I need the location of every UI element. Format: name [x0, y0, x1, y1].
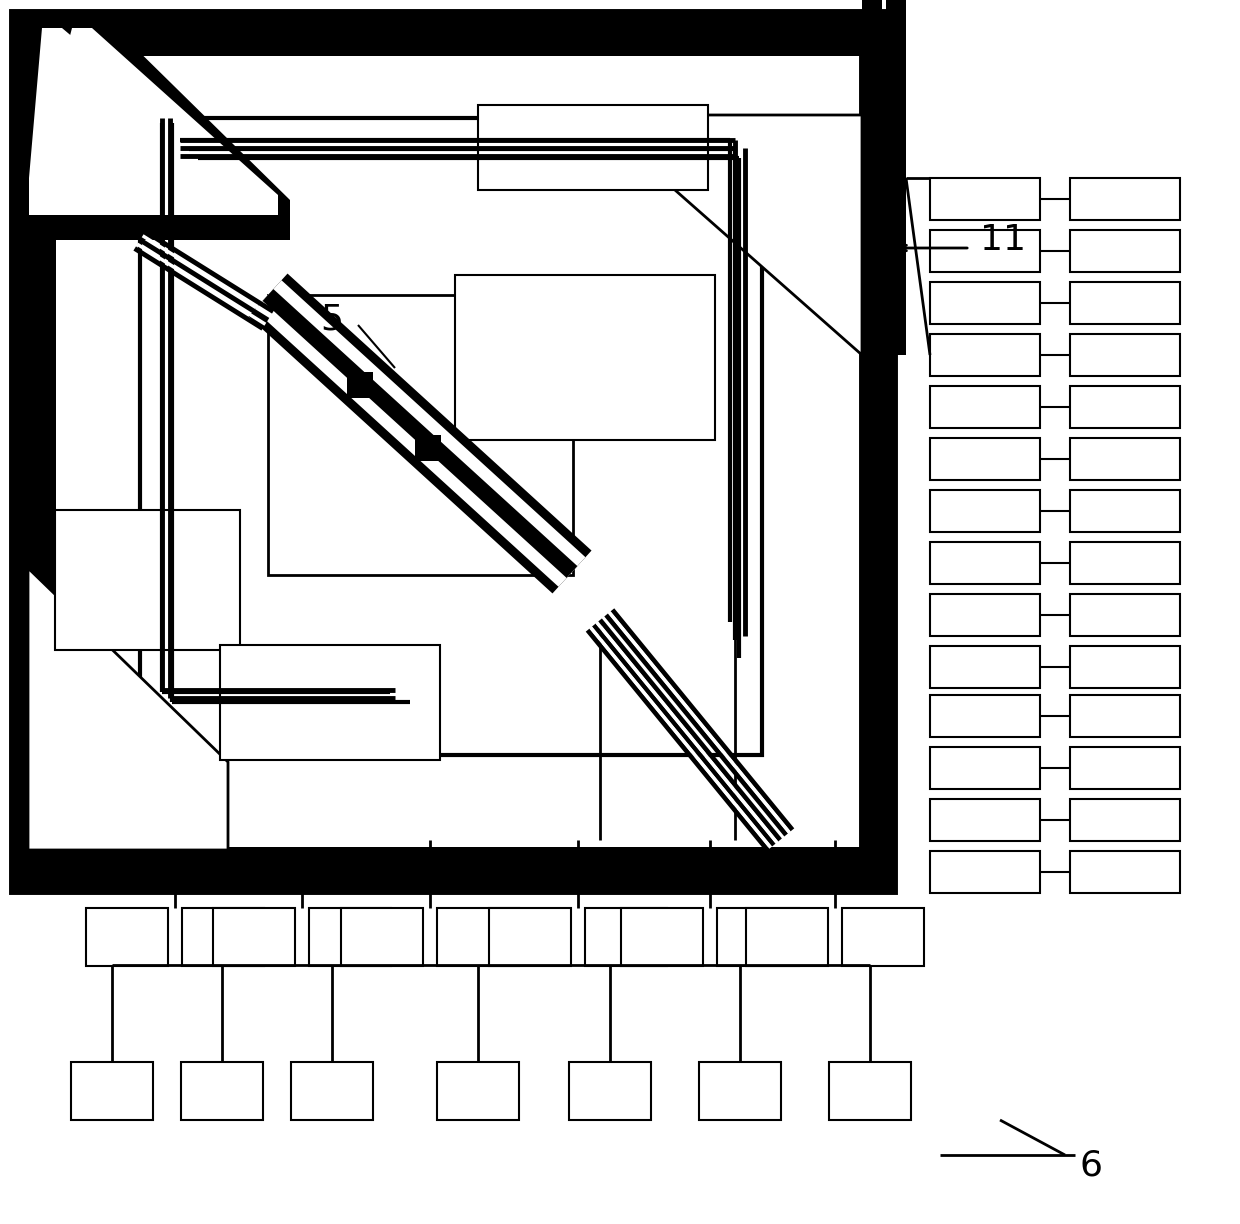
Bar	[1070, 799, 1180, 841]
Bar	[1070, 747, 1180, 789]
Bar	[569, 1062, 651, 1120]
Bar	[341, 908, 423, 966]
Polygon shape	[248, 274, 591, 594]
Bar	[930, 695, 1040, 737]
Polygon shape	[254, 280, 585, 586]
Bar	[930, 334, 1040, 376]
Bar	[347, 372, 373, 398]
Bar	[291, 1062, 373, 1120]
Bar	[477, 105, 708, 190]
Bar	[930, 594, 1040, 636]
Text: 6: 6	[1080, 1148, 1104, 1182]
Bar	[830, 1062, 911, 1120]
Bar	[29, 28, 56, 875]
Bar	[717, 908, 799, 966]
Bar	[930, 282, 1040, 324]
Bar	[268, 295, 573, 575]
Bar	[930, 230, 1040, 272]
Bar	[181, 1062, 263, 1120]
Bar	[1070, 695, 1180, 737]
Bar	[1070, 282, 1180, 324]
Bar	[930, 747, 1040, 789]
Bar	[140, 118, 763, 755]
Bar	[1070, 177, 1180, 220]
Bar	[842, 908, 924, 966]
Bar	[489, 908, 570, 966]
Bar	[436, 1062, 520, 1120]
Bar	[1070, 542, 1180, 584]
Bar	[930, 542, 1040, 584]
Polygon shape	[29, 568, 228, 849]
Bar	[1070, 594, 1180, 636]
Bar	[746, 908, 828, 966]
Polygon shape	[29, 28, 241, 198]
Bar	[309, 908, 391, 966]
Bar	[930, 177, 1040, 220]
Bar	[29, 28, 878, 875]
Bar	[930, 490, 1040, 532]
Bar	[699, 1062, 781, 1120]
Bar	[887, 0, 906, 355]
Bar	[86, 908, 167, 966]
Polygon shape	[29, 28, 278, 215]
Bar	[55, 510, 241, 650]
Bar	[930, 386, 1040, 428]
Bar	[1070, 334, 1180, 376]
Polygon shape	[29, 28, 290, 240]
Bar	[182, 908, 264, 966]
Bar	[1070, 230, 1180, 272]
Polygon shape	[590, 115, 862, 355]
Text: 5: 5	[320, 302, 343, 337]
Bar	[219, 645, 440, 760]
Bar	[930, 851, 1040, 894]
Bar	[1070, 646, 1180, 688]
Bar	[1070, 438, 1180, 480]
Bar	[930, 438, 1040, 480]
Bar	[930, 799, 1040, 841]
Bar	[213, 908, 295, 966]
Bar	[1070, 851, 1180, 894]
Bar	[585, 908, 667, 966]
Bar	[1070, 490, 1180, 532]
Bar	[862, 0, 882, 355]
Text: 11: 11	[980, 223, 1025, 257]
Bar	[29, 847, 878, 875]
Bar	[455, 275, 715, 439]
Bar	[1070, 386, 1180, 428]
Bar	[621, 908, 703, 966]
Bar	[415, 435, 441, 461]
Bar	[436, 908, 520, 966]
Polygon shape	[263, 289, 578, 578]
Bar	[930, 646, 1040, 688]
Bar	[29, 28, 878, 56]
Bar	[71, 1062, 153, 1120]
